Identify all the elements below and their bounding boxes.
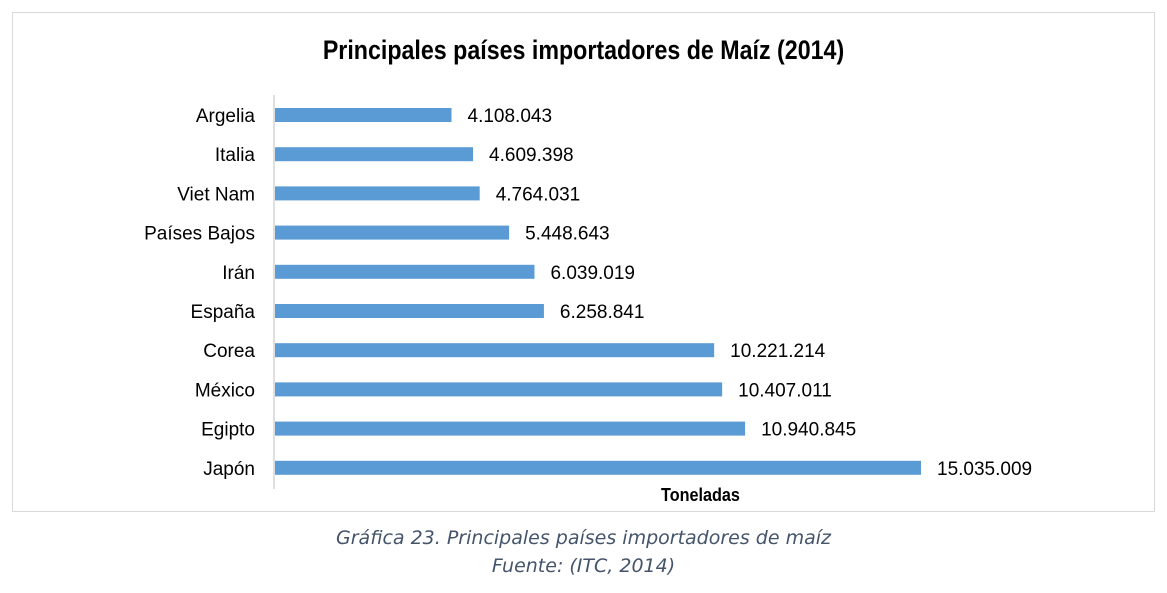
bar-value-label: 4.108.043 (468, 106, 553, 127)
bar (275, 186, 480, 201)
bar (275, 382, 723, 397)
bar (275, 264, 535, 279)
chart-frame: Principales países importadores de Maíz … (12, 12, 1155, 512)
bar-value-label: 4.609.398 (489, 145, 574, 166)
category-tick-label: México (195, 380, 255, 401)
category-tick-label: Argelia (196, 106, 256, 127)
category-tick-label: Irán (222, 263, 255, 284)
bar (275, 460, 921, 475)
bar-value-label: 5.448.643 (525, 224, 610, 245)
bar-value-label: 4.764.031 (496, 184, 581, 205)
bar (275, 108, 452, 122)
bar-value-label: 10.940.845 (761, 420, 856, 441)
category-tick-label: Japón (203, 459, 255, 480)
bar (275, 304, 544, 318)
bar-value-label: 6.039.019 (550, 263, 635, 284)
chart-title: Principales países importadores de Maíz … (322, 35, 845, 65)
figure-caption: Gráfica 23. Principales países importado… (336, 527, 831, 549)
figure-source: Fuente: (ITC, 2014) (491, 555, 676, 577)
bar-value-label: 10.221.214 (730, 341, 826, 362)
bar (275, 421, 746, 436)
bar (275, 147, 474, 162)
bar-value-label: 6.258.841 (560, 302, 645, 323)
bar (275, 343, 715, 358)
bar-chart: Argelia 4.108.043 Italia 4.609.398 Viet Nam 4… (144, 95, 1032, 489)
category-tick-label: España (191, 302, 256, 323)
category-tick-label: Países Bajos (144, 224, 255, 245)
category-tick-label: Corea (203, 341, 255, 362)
category-tick-label: Egipto (201, 420, 255, 441)
x-axis-label: Toneladas (661, 485, 740, 505)
bar (275, 225, 510, 240)
bar-value-label: 10.407.011 (738, 380, 832, 401)
category-tick-label: Italia (215, 145, 256, 166)
bar-value-label: 15.035.009 (937, 459, 1032, 480)
category-tick-label: Viet Nam (177, 184, 255, 205)
